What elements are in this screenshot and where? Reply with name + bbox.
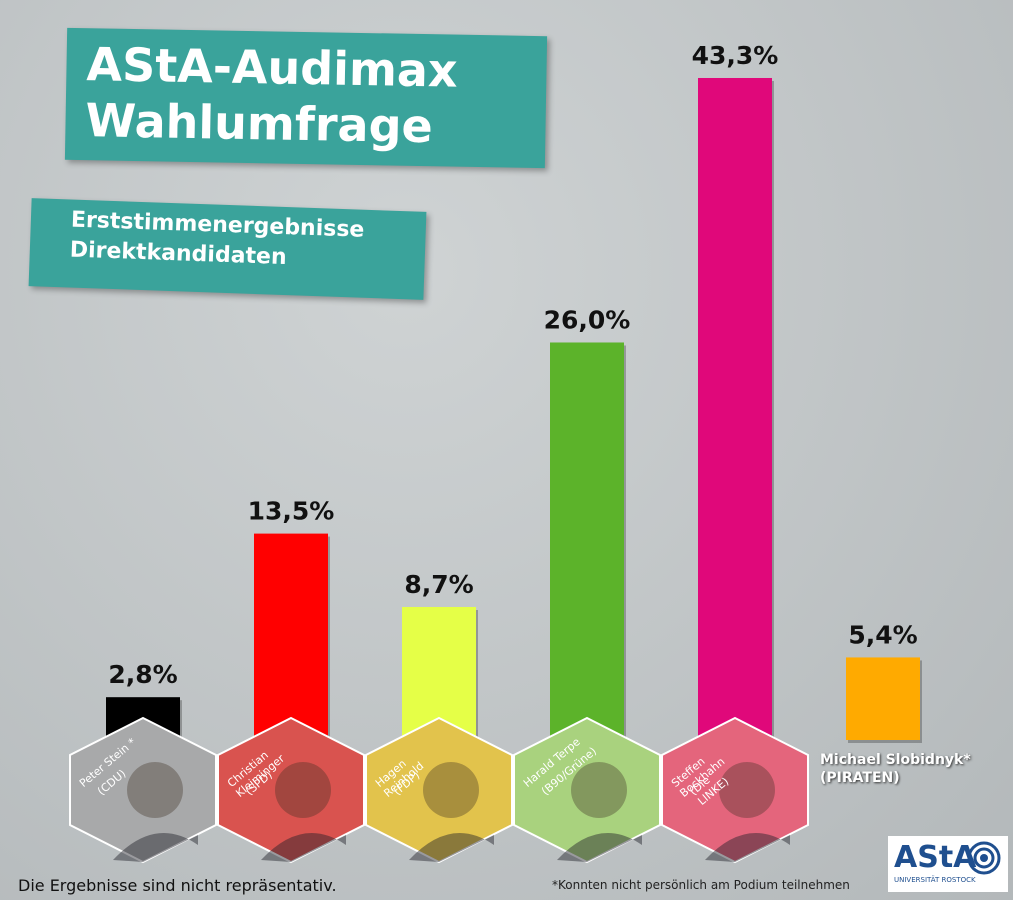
value-label: 43,3% xyxy=(692,41,779,70)
portrait-body xyxy=(705,833,790,862)
portrait-head xyxy=(719,762,775,818)
bar xyxy=(846,657,920,740)
note: Die Ergebnisse sind nicht repräsentativ. xyxy=(18,876,337,895)
candidate-hexagon xyxy=(217,716,365,864)
logo: AStA UNIVERSITÄT ROSTOCK xyxy=(888,836,1008,892)
bar xyxy=(550,342,624,740)
portrait-head xyxy=(423,762,479,818)
bar xyxy=(254,533,328,740)
value-label: 5,4% xyxy=(848,620,917,649)
portrait-body xyxy=(261,833,346,862)
logo-text: AStA xyxy=(894,840,977,875)
value-label: 26,0% xyxy=(544,305,631,334)
candidate-hexagon xyxy=(365,716,513,864)
title-box: AStA-Audimax Wahlumfrage xyxy=(64,27,548,169)
candidate-hexagon xyxy=(661,716,809,864)
footnote: *Konnten nicht persönlich am Podium teil… xyxy=(552,878,850,892)
subtitle-box: Erststimmenergebnisse Direktkandidaten xyxy=(28,198,427,300)
candidate-name: Michael Slobidnyk* xyxy=(820,752,971,768)
candidate-hexagon xyxy=(69,716,217,864)
portrait-head xyxy=(571,762,627,818)
value-label: 2,8% xyxy=(108,660,177,689)
portrait-body xyxy=(557,833,642,862)
value-label: 13,5% xyxy=(248,497,335,526)
candidate-hexagon xyxy=(513,716,661,864)
candidate-party: (PIRATEN) xyxy=(820,770,900,786)
portrait-body xyxy=(113,833,198,862)
portrait-head xyxy=(275,762,331,818)
bar xyxy=(698,77,772,741)
portrait-body xyxy=(409,833,494,862)
chart-subtitle: Erststimmenergebnisse Direktkandidaten xyxy=(69,207,365,271)
logo-subtitle: UNIVERSITÄT ROSTOCK xyxy=(894,876,976,884)
chart-title: AStA-Audimax Wahlumfrage xyxy=(85,37,459,154)
logo-icon xyxy=(967,841,1001,875)
value-label: 8,7% xyxy=(404,570,473,599)
portrait-head xyxy=(127,762,183,818)
